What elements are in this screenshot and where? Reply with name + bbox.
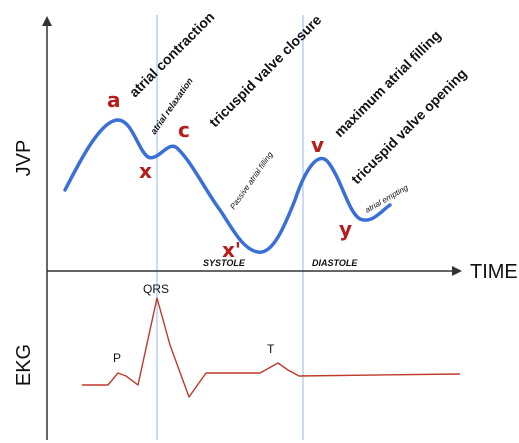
tricuspid-closure-label: tricuspid valve closure <box>206 11 325 130</box>
max-filling-label: maximum atrial filling <box>331 27 444 140</box>
ekg-t-label: T <box>267 342 275 356</box>
wave-y-label: y <box>339 217 352 241</box>
wave-c-label: c <box>178 118 190 142</box>
tricuspid-opening-label: tricuspid valve opening <box>348 65 470 187</box>
passive-filling-label: Passive atrial filling <box>228 150 275 211</box>
atrial-contraction-label: atrial contraction <box>126 8 218 100</box>
ekg-trace <box>82 297 461 398</box>
diastole-label: DIASTOLE <box>312 258 358 268</box>
wave-v-label: v <box>311 133 324 157</box>
wave-a-label: a <box>107 88 121 112</box>
ekg-qrs-label: QRS <box>143 282 169 296</box>
ekg-axis-label: EKG <box>13 344 35 386</box>
wave-x-label: x <box>139 159 152 183</box>
jvp-axis-label: JVP <box>13 140 35 177</box>
time-axis-label: TIME <box>470 261 518 283</box>
wave-x-prime-label: x' <box>222 238 241 262</box>
jvp-curve <box>63 118 392 254</box>
atrial-emptying-label: atrial empting <box>364 183 411 215</box>
ekg-p-label: P <box>113 351 121 365</box>
systole-label: SYSTOLE <box>203 258 246 268</box>
